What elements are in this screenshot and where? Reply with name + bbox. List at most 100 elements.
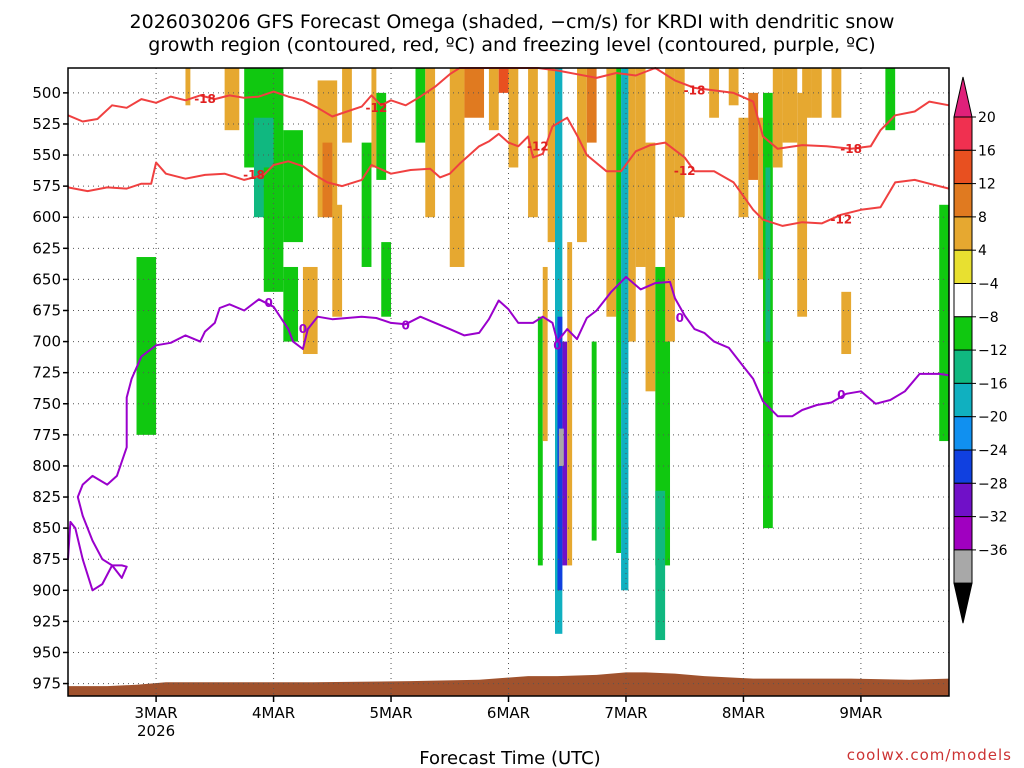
x-tick-label: 4MAR [252, 704, 295, 722]
y-tick-label: 975 [32, 675, 61, 693]
omega-cell [185, 68, 191, 106]
colorbar-tick-label: −20 [978, 410, 1008, 426]
omega-cell [488, 68, 499, 131]
colorbar-tick-label: −4 [978, 277, 999, 293]
omega-cell [425, 68, 436, 218]
omega-cell [591, 341, 597, 541]
colorbar-tick-label: −12 [978, 343, 1008, 359]
y-tick-label: 900 [32, 581, 61, 599]
dgz-minus18-contour [67, 67, 950, 150]
omega-cell [655, 490, 666, 641]
omega-cell [528, 68, 538, 218]
omega-cell [508, 68, 519, 168]
colorbar-swatch [953, 283, 973, 318]
omega-cell [371, 68, 377, 168]
omega-cell [224, 68, 240, 131]
omega-cell [464, 68, 485, 118]
omega-cell [645, 142, 656, 392]
omega-cell [283, 266, 299, 342]
omega-cell [885, 68, 896, 131]
contour-label-red: -12 [830, 213, 852, 227]
omega-cell [772, 68, 783, 168]
omega-cell [136, 257, 157, 435]
contours: -18 -18 -12 -12 -18 -12 -18 -12 0 0 0 0 0 0 [67, 67, 950, 592]
y-tick-label: 675 [32, 301, 61, 319]
colorbar-tick-label: −28 [978, 476, 1008, 492]
omega-cell [841, 291, 852, 355]
surface-fill [68, 672, 949, 696]
contour-label-purple: 0 [837, 388, 845, 402]
colorbar-bottom-arrow [953, 582, 973, 624]
x-axis-label: Forecast Time (UTC) [419, 748, 600, 768]
colorbar-tick-label: 4 [978, 243, 987, 259]
colorbar-swatch [953, 349, 973, 384]
omega-cell [577, 68, 587, 243]
colorbar-tick-label: −36 [978, 543, 1008, 559]
colorbar-tick-label: 20 [978, 110, 996, 126]
y-tick-label: 800 [32, 457, 61, 475]
y-tick-label: 575 [32, 177, 61, 195]
colorbar-tick-label: 16 [978, 143, 996, 159]
colorbar-swatch [953, 382, 973, 418]
omega-cell [361, 142, 372, 267]
y-tick-label: 950 [32, 643, 61, 661]
y-tick-label: 650 [32, 270, 61, 288]
omega-cell [748, 92, 759, 180]
omega-cell [797, 92, 808, 317]
omega-shading [136, 68, 949, 641]
y-tick-label: 525 [32, 115, 61, 133]
omega-cell [635, 68, 646, 267]
omega-cell [628, 68, 636, 342]
omega-cell [498, 68, 509, 93]
colorbar-tick-label: −24 [978, 443, 1008, 459]
omega-cell [606, 68, 617, 317]
omega-cell [586, 68, 597, 143]
contour-label-purple: 0 [264, 296, 272, 310]
y-tick-label: 550 [32, 146, 61, 164]
y-tick-label: 750 [32, 395, 61, 413]
omega-cell [709, 68, 719, 118]
colorbar-swatch [953, 149, 973, 185]
contour-label-red: -18 [243, 168, 265, 182]
y-tick-label: 500 [32, 84, 61, 102]
y-tick-label: 775 [32, 426, 61, 444]
y-tick-label: 825 [32, 488, 61, 506]
omega-cell [758, 117, 764, 280]
contour-label-red: -18 [194, 92, 216, 106]
x-tick-label: 6MAR [487, 704, 530, 722]
omega-cell [558, 428, 564, 466]
chart-title-line2: growth region (contoured, red, ºC) and f… [148, 34, 875, 56]
omega-cell [542, 266, 548, 442]
colorbar-swatch [953, 416, 973, 451]
colorbar-swatch [953, 249, 973, 284]
omega-cell [939, 204, 949, 442]
colorbar-tick-label: −16 [978, 376, 1008, 392]
colorbar: 20 16 12 8 4 −4 −8 −12 −16 −20 −24 −28 −32 −36 [953, 76, 1008, 624]
x-tick-label: 5MAR [369, 704, 412, 722]
dgz-minus12-contour [67, 116, 950, 227]
omega-cell [342, 68, 352, 143]
omega-cell [728, 68, 739, 106]
omega-cell [381, 242, 392, 317]
y-tick-label: 700 [32, 333, 61, 351]
colorbar-swatch [953, 316, 973, 351]
surface-terrain [68, 672, 949, 696]
contour-label-red: -12 [366, 101, 388, 115]
contour-label-red: -12 [527, 139, 549, 153]
colorbar-swatch [953, 216, 973, 251]
omega-cell [567, 242, 573, 566]
pressure-axis: 500 525 550 575 600 625 650 675 700 725 750 775 800 8… [32, 84, 68, 693]
colorbar-swatch [953, 449, 973, 484]
y-tick-label: 725 [32, 364, 61, 382]
grid-lines [68, 68, 949, 696]
colorbar-tick-label: −32 [978, 510, 1008, 526]
omega-cell [802, 68, 812, 118]
y-tick-label: 600 [32, 208, 61, 226]
freezing-level-contour [67, 275, 950, 592]
omega-cell [621, 68, 629, 591]
contour-label-red: -18 [840, 142, 862, 156]
omega-cell [562, 341, 568, 566]
contour-label-purple: 0 [553, 338, 561, 352]
contour-label-purple: 0 [299, 322, 307, 336]
